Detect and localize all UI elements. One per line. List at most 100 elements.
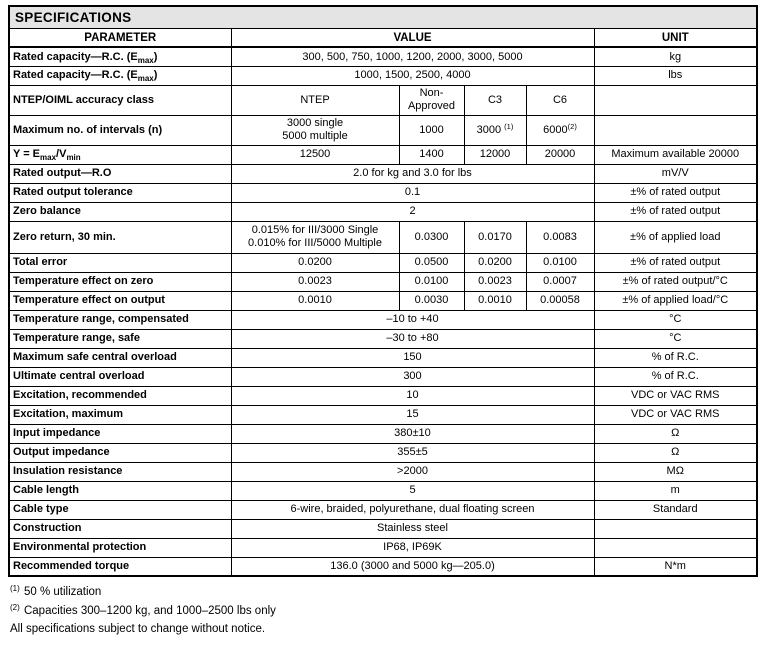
param-text: Rated capacity—R.C. (E	[13, 69, 138, 82]
value-cell: 0.015% for III/3000 Single 0.010% for II…	[230, 220, 400, 254]
table-row: Zero return, 30 min. 0.015% for III/3000…	[8, 220, 758, 254]
unit-cell: Maximum available 20000	[593, 144, 758, 165]
parameter-cell: Excitation, maximum	[8, 404, 232, 425]
value-cell: 1000, 1500, 2500, 4000	[230, 65, 595, 86]
value-cell: C3	[463, 84, 527, 116]
value-cell: 0.0010	[230, 290, 400, 311]
parameter-cell: Input impedance	[8, 423, 232, 444]
value-cell: 20000	[525, 144, 595, 165]
value-cell: 0.0300	[398, 220, 465, 254]
table-row: Recommended torque 136.0 (3000 and 5000 …	[8, 556, 758, 577]
column-header-value: VALUE	[230, 28, 595, 49]
parameter-cell: NTEP/OIML accuracy class	[8, 84, 232, 116]
table-row: Rated capacity—R.C. (Emax) 300, 500, 750…	[8, 46, 758, 67]
footnote-marker: (2)	[567, 121, 577, 131]
table-row: PARAMETER VALUE UNIT	[8, 28, 758, 49]
table-row: NTEP/OIML accuracy class NTEP Non-Approv…	[8, 84, 758, 116]
param-text: Y = E	[13, 148, 41, 161]
footnote-2: (2) Capacities 300–1200 kg, and 1000–250…	[10, 602, 756, 621]
value-cell: 0.0200	[463, 252, 527, 273]
param-subscript: max	[137, 74, 154, 84]
value-text: 6000	[543, 123, 568, 136]
footnote-text: 50 % utilization	[20, 586, 102, 599]
parameter-cell: Maximum safe central overload	[8, 347, 232, 368]
param-text: )	[153, 50, 158, 63]
value-cell: Non-Approved	[398, 84, 465, 116]
value-cell: 2	[230, 201, 595, 222]
parameter-cell: Excitation, recommended	[8, 385, 232, 406]
param-text: )	[153, 69, 158, 82]
table-row: Zero balance 2 ±% of rated output	[8, 201, 758, 222]
value-cell: 6-wire, braided, polyurethane, dual floa…	[230, 499, 595, 520]
value-cell: 6000(2)	[525, 114, 595, 146]
value-cell: C6	[525, 84, 595, 116]
table-row: Insulation resistance >2000 MΩ	[8, 461, 758, 482]
parameter-cell: Total error	[8, 252, 232, 273]
unit-cell: N*m	[593, 556, 758, 577]
parameter-cell: Maximum no. of intervals (n)	[8, 114, 232, 146]
value-cell: 0.0023	[463, 271, 527, 292]
table-row: Environmental protection IP68, IP69K	[8, 537, 758, 558]
specifications-table: SPECIFICATIONS PARAMETER VALUE UNIT Rate…	[8, 5, 758, 578]
value-cell: 0.0030	[398, 290, 465, 311]
value-cell: 355±5	[230, 442, 595, 463]
value-cell: 12500	[230, 144, 400, 165]
value-line: 3000 single	[286, 116, 344, 129]
value-cell: 0.0500	[398, 252, 465, 273]
unit-cell	[593, 114, 758, 146]
value-cell: 0.0100	[525, 252, 595, 273]
unit-cell: % of R.C.	[593, 347, 758, 368]
value-cell: NTEP	[230, 84, 400, 116]
value-cell: IP68, IP69K	[230, 537, 595, 558]
unit-cell: VDC or VAC RMS	[593, 404, 758, 425]
table-row: Rated capacity—R.C. (Emax) 1000, 1500, 2…	[8, 65, 758, 86]
value-cell: 300	[230, 366, 595, 387]
value-cell: 0.0200	[230, 252, 400, 273]
footnote-disclaimer: All specifications subject to change wit…	[10, 623, 266, 636]
parameter-cell: Temperature range, safe	[8, 328, 232, 349]
param-subscript: max	[40, 153, 57, 163]
unit-cell: mV/V	[593, 163, 758, 184]
value-cell: 0.0010	[463, 290, 527, 311]
value-cell: 0.0023	[230, 271, 400, 292]
parameter-cell: Rated output—R.O	[8, 163, 232, 184]
value-cell: 2.0 for kg and 3.0 for lbs	[230, 163, 595, 184]
parameter-cell: Environmental protection	[8, 537, 232, 558]
unit-cell: Ω	[593, 423, 758, 444]
column-header-parameter: PARAMETER	[8, 28, 232, 49]
unit-cell	[593, 537, 758, 558]
parameter-cell: Construction	[8, 518, 232, 539]
value-cell: 300, 500, 750, 1000, 1200, 2000, 3000, 5…	[230, 46, 595, 67]
parameter-cell: Temperature range, compensated	[8, 309, 232, 330]
value-cell: >2000	[230, 461, 595, 482]
parameter-cell: Ultimate central overload	[8, 366, 232, 387]
parameter-cell: Rated capacity—R.C. (Emax)	[8, 46, 232, 67]
table-row: Ultimate central overload 300 % of R.C.	[8, 366, 758, 387]
table-row: Rated output tolerance 0.1 ±% of rated o…	[8, 182, 758, 203]
value-line: 0.015% for III/3000 Single	[251, 223, 379, 236]
value-text: 3000	[476, 123, 505, 136]
table-row: Temperature range, compensated –10 to +4…	[8, 309, 758, 330]
unit-cell: °C	[593, 309, 758, 330]
value-cell: 3000 single 5000 multiple	[230, 114, 400, 146]
value-cell: 10	[230, 385, 595, 406]
parameter-cell: Zero return, 30 min.	[8, 220, 232, 254]
table-row: Output impedance 355±5 Ω	[8, 442, 758, 463]
unit-cell: ±% of rated output	[593, 201, 758, 222]
parameter-cell: Insulation resistance	[8, 461, 232, 482]
table-row: Maximum no. of intervals (n) 3000 single…	[8, 114, 758, 146]
unit-cell: ±% of rated output	[593, 182, 758, 203]
value-cell: 5	[230, 480, 595, 501]
param-text: Rated capacity—R.C. (E	[13, 50, 138, 63]
value-cell: Stainless steel	[230, 518, 595, 539]
table-row: Rated output—R.O 2.0 for kg and 3.0 for …	[8, 163, 758, 184]
unit-cell: kg	[593, 46, 758, 67]
param-subscript: min	[66, 153, 81, 163]
value-cell: 136.0 (3000 and 5000 kg—205.0)	[230, 556, 595, 577]
value-cell: 0.0007	[525, 271, 595, 292]
parameter-cell: Recommended torque	[8, 556, 232, 577]
table-row: Temperature effect on output 0.0010 0.00…	[8, 290, 758, 311]
footnotes-section: (1) 50 % utilization (2) Capacities 300–…	[8, 583, 756, 639]
parameter-cell: Zero balance	[8, 201, 232, 222]
value-line: 5000 multiple	[282, 130, 348, 143]
